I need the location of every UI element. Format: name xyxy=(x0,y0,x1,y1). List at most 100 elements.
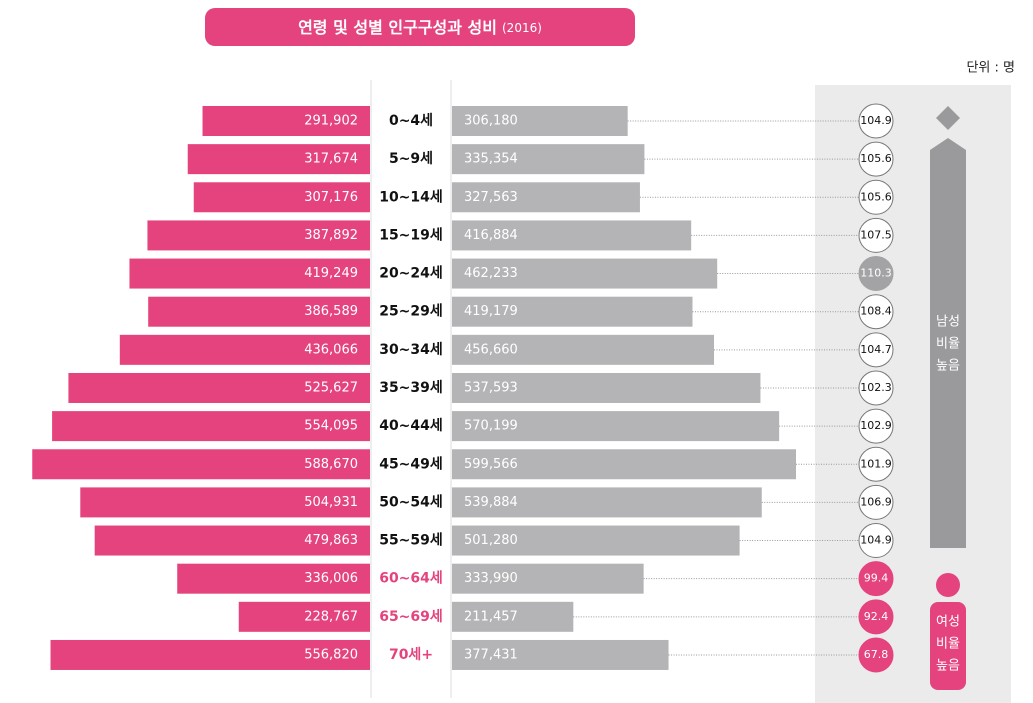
ratio-circle xyxy=(858,523,894,559)
female-note: 비율 xyxy=(936,637,960,652)
bar xyxy=(452,487,762,518)
bar xyxy=(452,372,761,403)
bar xyxy=(452,525,740,556)
bar xyxy=(68,372,371,403)
value-label: 525,627 xyxy=(304,380,358,395)
value-label: 588,670 xyxy=(304,457,358,472)
value-label: 333,990 xyxy=(464,571,518,586)
bar xyxy=(147,220,370,251)
bar xyxy=(238,601,370,632)
ratio-label: 67.8 xyxy=(864,648,889,661)
age-label: 5~9세 xyxy=(389,151,433,167)
chart-title: 연령 및 성별 인구구성과 성비 xyxy=(298,18,497,37)
female-bar xyxy=(930,602,966,690)
value-label: 479,863 xyxy=(304,533,358,548)
value-label: 377,431 xyxy=(464,647,518,662)
age-label: 40~44세 xyxy=(379,418,443,434)
ratio-label: 107.5 xyxy=(860,228,892,241)
ratio-label: 105.6 xyxy=(860,190,892,203)
age-label: 35~39세 xyxy=(379,380,443,396)
bar xyxy=(452,106,628,136)
age-label: 10~14세 xyxy=(379,189,443,205)
ratio-label: 92.4 xyxy=(864,610,889,623)
bar xyxy=(119,334,370,365)
ratio-label: 106.9 xyxy=(860,495,892,508)
ratio-label: 105.6 xyxy=(860,152,892,165)
ratio-circle xyxy=(858,637,894,673)
male-arrow xyxy=(930,138,966,548)
male-note: 높음 xyxy=(936,359,960,374)
ratio-label: 104.7 xyxy=(860,343,892,356)
ratio-circle xyxy=(858,294,894,330)
bar xyxy=(148,296,370,327)
bar xyxy=(452,334,715,365)
ratio-panel xyxy=(815,85,1011,703)
ratio-circle xyxy=(858,332,894,368)
bar xyxy=(452,182,640,213)
value-label: 570,199 xyxy=(464,419,518,434)
value-label: 599,566 xyxy=(464,457,518,472)
title-wrap: 연령 및 성별 인구구성과 성비 (2016) xyxy=(298,18,542,37)
value-label: 419,179 xyxy=(464,304,518,319)
bar xyxy=(129,258,370,289)
age-label: 15~19세 xyxy=(379,227,443,243)
ratio-label: 104.9 xyxy=(860,114,892,127)
value-label: 539,884 xyxy=(464,495,518,510)
value-label: 456,660 xyxy=(464,342,518,357)
male-note: 비율 xyxy=(936,337,960,352)
value-label: 436,066 xyxy=(304,342,358,357)
ratio-label: 110.3 xyxy=(860,267,892,280)
female-note: 여성 xyxy=(936,615,960,630)
value-label: 336,006 xyxy=(304,571,358,586)
value-label: 228,767 xyxy=(304,609,358,624)
chart-subtitle: (2016) xyxy=(502,21,542,35)
bar xyxy=(177,563,370,594)
ratio-label: 108.4 xyxy=(860,305,892,318)
bar xyxy=(202,106,370,136)
male-note: 남성 xyxy=(936,315,960,330)
value-label: 387,892 xyxy=(304,228,358,243)
unit-label: 단위 : 명 xyxy=(966,61,1015,76)
bar xyxy=(452,144,645,175)
age-label: 20~24세 xyxy=(379,266,443,282)
value-label: 327,563 xyxy=(464,190,518,205)
age-label: 0~4세 xyxy=(389,113,433,129)
diamond xyxy=(936,106,960,130)
age-label: 50~54세 xyxy=(379,494,443,510)
bar xyxy=(452,296,693,327)
ratio-circle xyxy=(858,599,894,635)
age-label: 65~69세 xyxy=(379,609,443,625)
ratio-label: 102.3 xyxy=(860,381,892,394)
value-label: 306,180 xyxy=(464,114,518,129)
ratio-label: 101.9 xyxy=(860,457,892,470)
age-label: 25~29세 xyxy=(379,304,443,320)
age-label: 70세+ xyxy=(389,647,433,663)
bar xyxy=(50,639,370,670)
value-label: 211,457 xyxy=(464,609,518,624)
ratio-circle xyxy=(858,103,894,139)
bar xyxy=(32,449,371,480)
ratio-circle xyxy=(858,561,894,597)
bar xyxy=(193,182,370,213)
value-label: 501,280 xyxy=(464,533,518,548)
ratio-circle xyxy=(858,484,894,520)
female-note: 높음 xyxy=(936,659,960,674)
value-label: 307,176 xyxy=(304,190,358,205)
value-label: 537,593 xyxy=(464,380,518,395)
bar xyxy=(80,487,370,518)
age-label: 45~49세 xyxy=(379,456,443,472)
bar xyxy=(452,601,574,632)
value-label: 335,354 xyxy=(464,152,518,167)
bar xyxy=(452,639,669,670)
ratio-circle xyxy=(858,446,894,482)
ratio-label: 99.4 xyxy=(864,572,889,585)
ratio-circle xyxy=(858,370,894,406)
value-label: 386,589 xyxy=(304,304,358,319)
value-label: 556,820 xyxy=(304,647,358,662)
ratio-circle xyxy=(858,256,894,292)
title-pill xyxy=(205,8,635,46)
bar xyxy=(452,449,796,480)
female-dot xyxy=(936,573,960,597)
bar xyxy=(52,411,371,442)
